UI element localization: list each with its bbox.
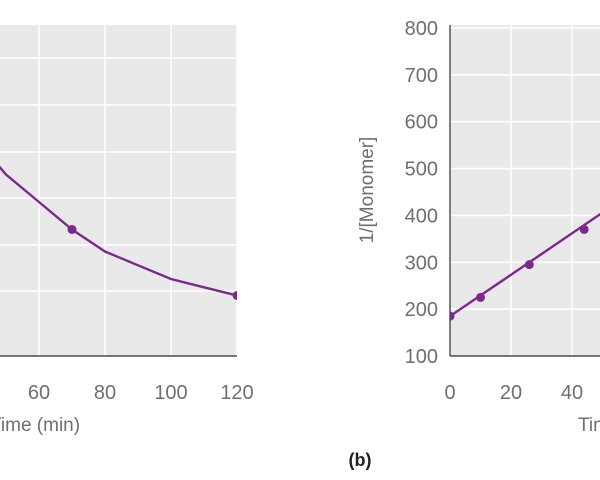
panel-b-plot-area	[450, 25, 600, 356]
panel-a-data-point	[67, 225, 77, 234]
panel-a-data-point	[232, 291, 237, 300]
panel-a-x-axis-title: Time (min)	[0, 415, 80, 436]
panel-b-x-tick-label: 0	[444, 382, 455, 404]
panel-b: 100 200 300 400 500 600 700 800 0 20 40 1/[Monomer…	[357, 18, 600, 436]
panel-b-data-point	[450, 311, 455, 321]
panel-a-data-points	[67, 225, 237, 300]
panel-b-data-point	[476, 292, 485, 302]
panel-b-y-tick-label: 500	[405, 159, 438, 181]
panel-b-data-point	[579, 224, 589, 234]
panel-b-x-tick-label: 40	[561, 382, 583, 404]
panel-a-x-tick-label: 80	[94, 382, 116, 404]
panel-a-tick-labels: 60 80 100 120	[28, 382, 254, 404]
panel-a: 60 80 100 120 Time (min)	[0, 25, 254, 436]
panel-a-grid	[0, 25, 238, 356]
panel-b-y-tick-label: 600	[405, 112, 438, 134]
panel-b-x-axis-title: Time (min)	[578, 415, 600, 436]
panel-b-y-tick-label: 100	[405, 346, 438, 368]
panel-b-data-points	[450, 224, 589, 321]
panel-b-label: (b)	[349, 450, 372, 470]
panel-a-decay-curve	[0, 165, 237, 297]
panel-a-plot-area	[0, 25, 237, 356]
panel-a-x-tick-label: 100	[154, 382, 187, 404]
panel-b-y-tick-label: 400	[405, 205, 438, 227]
panel-b-grid	[450, 25, 600, 356]
panel-b-y-tick-label: 300	[405, 252, 438, 274]
panel-b-y-tick-label: 800	[405, 18, 438, 40]
panel-b-y-axis-title: 1/[Monomer]	[357, 137, 378, 244]
panel-a-x-tick-label: 60	[28, 382, 50, 404]
panel-b-y-tick-label: 200	[405, 299, 438, 321]
panel-a-x-tick-label: 120	[220, 382, 253, 404]
panel-b-data-point	[524, 260, 534, 270]
panel-b-tick-labels: 100 200 300 400 500 600 700 800 0 20 40	[405, 18, 584, 404]
panel-b-y-tick-label: 700	[405, 65, 438, 87]
panel-b-x-tick-label: 20	[500, 382, 522, 404]
